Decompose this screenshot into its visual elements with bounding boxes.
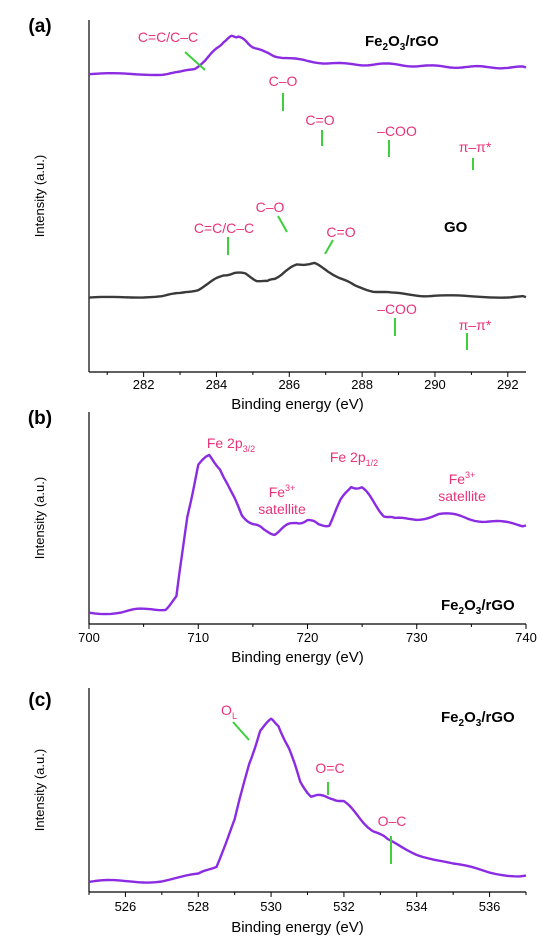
x-axis-label: Binding energy (eV) [231, 649, 364, 666]
y-axis-label: Intensity (a.u.) [32, 477, 47, 559]
x-tick-label: 528 [187, 899, 209, 914]
annotation-c-o: C–O [269, 73, 298, 111]
x-tick-label: 292 [497, 377, 519, 392]
x-axis-label: Binding energy (eV) [231, 396, 364, 413]
x-tick-label: 526 [115, 899, 137, 914]
annotation-c-o: C–O [256, 199, 288, 233]
annotation-fe-2p3-2: Fe 2p3/2 [207, 435, 255, 454]
annotation-label-line2: satellite [258, 501, 306, 517]
annotation-label: C=C/C–C [194, 220, 254, 236]
annotation-label: –COO [377, 301, 417, 317]
y-axis-label: Intensity (a.u.) [32, 749, 47, 831]
panel-c: 526 528 530 532 534 536 Binding energy (eV) Int… [28, 688, 527, 936]
annotation-label: OL [221, 702, 237, 721]
annotation-c-o: C=O [324, 224, 356, 255]
annotation-: π–π* [459, 317, 492, 350]
annotation-ol: OL [221, 702, 250, 741]
annotation-label-line2: satellite [438, 488, 486, 504]
series-name-fe2o3-rgo: Fe2O3/rGO [441, 709, 515, 729]
annotation-c-o: C=O [305, 112, 335, 146]
y-axis-label: Intensity (a.u.) [32, 155, 47, 237]
x-tick-label: 282 [133, 377, 155, 392]
x-tick-label: 740 [515, 630, 537, 645]
x-tick-label: 286 [278, 377, 300, 392]
series-line-go [88, 261, 527, 299]
annotation-label: π–π* [459, 317, 492, 333]
annotation-fe3: Fe3+satellite [258, 483, 306, 517]
annotation-label: Fe 2p3/2 [207, 435, 255, 454]
x-tick-label: 720 [297, 630, 319, 645]
annotation-marker [277, 215, 288, 233]
annotation-c-c-c-c: C=C/C–C [194, 220, 254, 255]
series-name-go: GO [444, 219, 468, 236]
panel-b: 700 710 720 730 740 Binding energy (eV) Intens… [28, 408, 537, 666]
x-tick-label: 534 [406, 899, 428, 914]
panel-label: (c) [28, 690, 51, 711]
annotation-coo: –COO [377, 123, 417, 157]
series-name-fe2o3-rgo: Fe2O3/rGO [441, 597, 515, 617]
annotation-label: –COO [377, 123, 417, 139]
annotation-marker [184, 51, 206, 71]
annotation-: π–π* [459, 139, 492, 170]
annotation-fe-2p1-2: Fe 2p1/2 [330, 449, 378, 468]
x-tick-label: 290 [424, 377, 446, 392]
annotation-label: Fe3+ [449, 470, 476, 487]
x-tick-label: 532 [333, 899, 355, 914]
x-tick-label: 288 [351, 377, 373, 392]
annotation-label: π–π* [459, 139, 492, 155]
annotation-label: C–O [269, 73, 298, 89]
annotation-label: C=O [305, 112, 334, 128]
series-line-fe2o3-rgo [88, 34, 527, 77]
annotation-c-c-c-c: C=C/C–C [138, 29, 206, 71]
panel-label: (a) [28, 16, 51, 37]
x-tick-label: 530 [260, 899, 282, 914]
annotation-o-c: O=C [315, 760, 345, 795]
annotation-marker [232, 721, 250, 741]
annotation-label: C=C/C–C [138, 29, 198, 45]
x-axis-label: Binding energy (eV) [231, 919, 364, 936]
series-line-fe2o3-rgo [88, 717, 527, 884]
annotation-label: C=O [326, 224, 355, 240]
annotation-fe3: Fe3+satellite [438, 470, 486, 504]
x-tick-label: 710 [187, 630, 209, 645]
annotation-marker [324, 239, 334, 255]
annotation-o-c: O–C [378, 813, 407, 864]
x-tick-label: 700 [78, 630, 100, 645]
panel-label: (b) [28, 408, 52, 429]
annotation-coo: –COO [377, 301, 417, 336]
annotation-label: O–C [378, 813, 407, 829]
annotation-label: O=C [315, 760, 344, 776]
panel-a: 282 284 286 288 290 292 Binding energy (eV) Int… [28, 16, 527, 413]
x-tick-label: 284 [206, 377, 228, 392]
annotation-label: Fe3+ [269, 483, 296, 500]
x-tick-label: 730 [406, 630, 428, 645]
series-line-fe2o3-rgo [88, 453, 527, 616]
series-name-fe2o3-rgo: Fe2O3/rGO [365, 33, 439, 53]
x-tick-label: 536 [479, 899, 501, 914]
annotation-label: Fe 2p1/2 [330, 449, 378, 468]
annotation-label: C–O [256, 199, 285, 215]
